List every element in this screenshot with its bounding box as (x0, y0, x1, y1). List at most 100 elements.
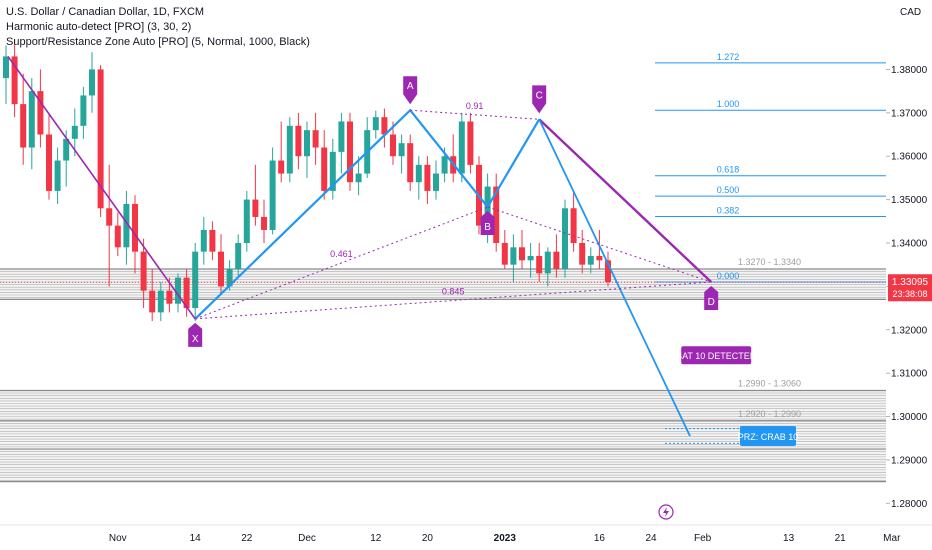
candle-body[interactable] (355, 173, 362, 183)
candle-body[interactable] (579, 242, 586, 265)
harmonic-legs[interactable] (194, 108, 541, 320)
pivot-marker-c[interactable]: C (532, 85, 547, 114)
candle-body[interactable] (381, 117, 388, 135)
candle-body[interactable] (175, 277, 181, 304)
candle-body[interactable] (278, 160, 285, 174)
candle-body[interactable] (157, 290, 164, 313)
candle-body[interactable] (433, 173, 439, 191)
candle-body[interactable] (372, 117, 379, 131)
candle-body[interactable] (570, 208, 577, 243)
bat-detected-badge[interactable] (681, 346, 752, 365)
pivot-marker-shape (188, 322, 203, 347)
symbol-title[interactable]: U.S. Dollar / Canadian Dollar, 1D, FXCM (6, 6, 205, 18)
candle-body[interactable] (200, 229, 207, 252)
candle-body[interactable] (3, 56, 9, 79)
candle-body[interactable] (329, 151, 336, 191)
candle-body[interactable] (519, 247, 525, 261)
candle-body[interactable] (347, 121, 353, 183)
candle-body[interactable] (493, 186, 500, 243)
pivot-marker-a[interactable]: A (403, 76, 418, 105)
ratio-line-XB (195, 206, 488, 320)
candle-body[interactable] (321, 147, 328, 191)
candle-body[interactable] (20, 104, 27, 148)
candle-body[interactable] (398, 143, 405, 157)
ratio-label: 0.461 (330, 249, 353, 259)
candle-body[interactable] (338, 121, 345, 152)
candle-body[interactable] (37, 91, 44, 135)
price-axis-label: 1.28000 (891, 499, 928, 510)
candle-body[interactable] (510, 247, 517, 265)
candle-body[interactable] (390, 134, 396, 157)
candle-body[interactable] (527, 255, 534, 261)
candle-body[interactable] (46, 134, 52, 191)
candle-body[interactable] (587, 255, 594, 265)
candle-body[interactable] (183, 277, 190, 309)
candle-body[interactable] (226, 269, 233, 287)
candle-body[interactable] (605, 260, 611, 283)
candle-body[interactable] (415, 164, 422, 183)
candle-body[interactable] (467, 121, 474, 165)
candle-body[interactable] (28, 91, 35, 148)
candle-body[interactable] (11, 56, 18, 105)
candle-body[interactable] (71, 125, 78, 139)
pivot-marker-b[interactable]: B (480, 210, 495, 235)
candle-body[interactable] (501, 242, 508, 265)
candle-body[interactable] (269, 160, 276, 230)
price-axis-label: 1.30000 (891, 412, 928, 423)
sr-zone-label: 1.2920 - 1.2990 (738, 409, 801, 419)
price-axis-label: 1.29000 (891, 455, 928, 466)
candle-body[interactable] (123, 203, 130, 248)
candle-body[interactable] (312, 130, 319, 148)
fib-level-label: 0.000 (717, 271, 740, 281)
candle-body[interactable] (166, 290, 173, 304)
candle-body[interactable] (63, 138, 70, 161)
candle-body[interactable] (252, 199, 259, 217)
candle-body[interactable] (596, 255, 603, 261)
candle-body[interactable] (209, 229, 216, 252)
candle-body[interactable] (132, 203, 138, 252)
candle-body[interactable] (97, 69, 104, 209)
indicator-harmonic[interactable]: Harmonic auto-detect [PRO] (3, 30, 2) (6, 21, 192, 33)
time-axis-label: 14 (190, 533, 202, 544)
candle-body[interactable] (114, 225, 121, 248)
candle-body[interactable] (424, 164, 431, 191)
candle-body[interactable] (261, 216, 267, 230)
harmonic-cd-leg[interactable] (538, 118, 713, 283)
candle-body[interactable] (235, 242, 242, 270)
candle-body[interactable] (218, 251, 224, 287)
price-axis-label: 1.34000 (891, 238, 928, 249)
crab-prz-label: PRZ: CRAB 10 (738, 432, 799, 442)
sr-zone-3 (0, 449, 886, 482)
candle-body[interactable] (441, 156, 448, 174)
time-axis-label: Mar (883, 533, 901, 544)
pivot-marker-d[interactable]: D (704, 286, 719, 311)
candle-body[interactable] (80, 95, 87, 126)
indicator-sr-zone[interactable]: Support/Resistance Zone Auto [PRO] (5, N… (6, 36, 310, 48)
candle-body[interactable] (536, 255, 543, 274)
candle-body[interactable] (106, 208, 113, 226)
crab-prz-badge[interactable] (740, 426, 796, 447)
last-price-badge[interactable] (888, 274, 932, 302)
candle-body[interactable] (544, 251, 551, 274)
candle-body[interactable] (553, 251, 560, 270)
sr-zone-label: 1.3270 - 1.3340 (738, 257, 801, 267)
candle-body[interactable] (89, 69, 95, 96)
candle-body[interactable] (458, 121, 465, 174)
price-axis-label: 1.38000 (891, 65, 928, 76)
candle-body[interactable] (304, 130, 310, 157)
pivot-marker-x[interactable]: X (188, 322, 203, 347)
candle-body[interactable] (407, 143, 414, 183)
candle-body[interactable] (295, 125, 302, 157)
candle-body[interactable] (243, 199, 250, 243)
price-axis-label: 1.31000 (891, 369, 928, 380)
candle-body[interactable] (149, 290, 156, 313)
candle-body[interactable] (140, 251, 147, 291)
candle-body[interactable] (286, 125, 293, 174)
candle-body[interactable] (562, 208, 568, 270)
fib-level-label: 0.500 (717, 185, 740, 195)
time-axis-label: 21 (835, 533, 847, 544)
candle-body[interactable] (54, 160, 61, 191)
candle-body[interactable] (192, 251, 199, 309)
